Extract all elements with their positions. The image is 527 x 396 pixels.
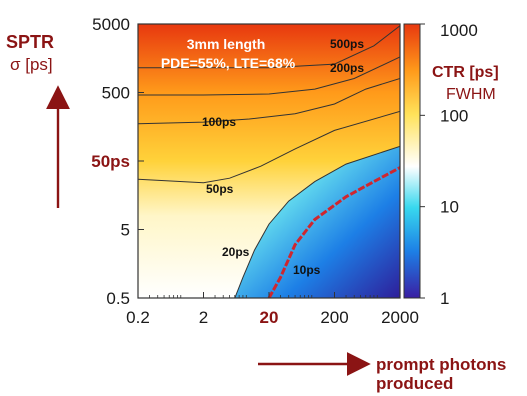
contour-line-50ps [138, 110, 400, 184]
heatmap-low-ctr-region [234, 146, 400, 298]
info-line-2: PDE=55%, LTE=68% [161, 55, 296, 71]
y-axis-label-sptr: SPTR [6, 32, 54, 52]
contour-line-200ps [138, 56, 400, 96]
contour-label-20ps: 20ps [222, 245, 250, 259]
contour-label-200ps: 200ps [330, 61, 364, 75]
contour-label-10ps: 10ps [293, 263, 321, 277]
contour-line-20ps [234, 145, 400, 298]
x-axis-label-line-1: prompt photons [376, 355, 506, 374]
colorbar-tick-label: 10 [440, 198, 459, 217]
x-tick-label: 2000 [381, 308, 419, 327]
contour-line-10ps [267, 166, 400, 298]
contour-label-50ps: 50ps [206, 182, 234, 196]
info-line-1: 3mm length [187, 36, 266, 52]
x-tick-label: 200 [320, 308, 348, 327]
y-tick-label: 50ps [91, 152, 130, 171]
x-tick-label: 0.2 [126, 308, 150, 327]
contour-lines: 500ps 200ps 100ps 50ps 20ps 10ps [138, 25, 400, 298]
contour-label-500ps: 500ps [330, 37, 364, 51]
y-axis-ticks: 0.5 5 50ps 500 5000 [91, 15, 144, 308]
x-tick-label: 20 [260, 308, 279, 327]
y-tick-label: 5000 [92, 15, 130, 34]
x-axis-ticks: 0.2 2 20 200 2000 [126, 292, 419, 327]
heatmap-area: 500ps 200ps 100ps 50ps 20ps 10ps [138, 24, 400, 298]
colorbar [403, 23, 421, 299]
y-tick-label: 0.5 [106, 289, 130, 308]
colorbar-tick-label: 1000 [440, 21, 478, 40]
colorbar-ticks: 1 10 100 1000 [420, 21, 478, 308]
contour-line-500ps [138, 25, 400, 69]
y-tick-label: 5 [121, 221, 130, 240]
x-tick-label: 2 [199, 308, 208, 327]
colorbar-tick-label: 1 [440, 289, 449, 308]
x-axis-label-line-2: produced [376, 374, 453, 393]
contour-line-100ps [138, 78, 400, 125]
y-tick-label: 500 [102, 84, 130, 103]
contour-label-100ps: 100ps [202, 115, 236, 129]
colorbar-label-line-1: CTR [ps] [432, 64, 499, 81]
colorbar-label-line-2: FWHM [446, 86, 496, 103]
colorbar-tick-label: 100 [440, 106, 468, 125]
y-axis-label-sigma: σ [ps] [10, 55, 53, 74]
